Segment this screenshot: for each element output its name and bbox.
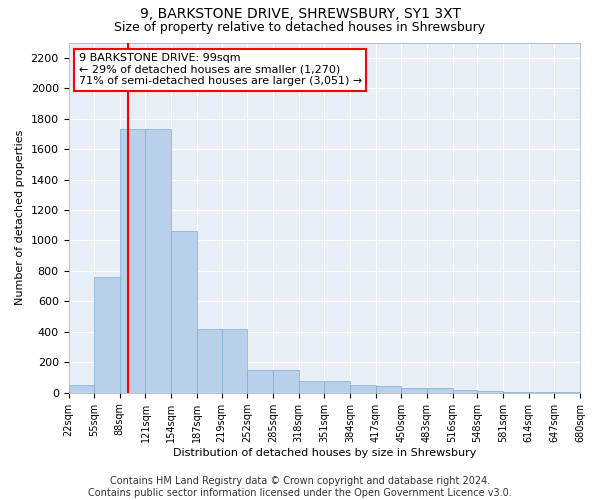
Bar [197,329,221,392]
Bar [94,277,120,392]
Bar [299,380,324,392]
Bar [221,329,247,392]
Bar [273,370,299,392]
Bar [376,386,401,392]
Bar [171,232,197,392]
Text: Contains HM Land Registry data © Crown copyright and database right 2024.
Contai: Contains HM Land Registry data © Crown c… [88,476,512,498]
Bar [350,385,376,392]
Text: 9 BARKSTONE DRIVE: 99sqm
← 29% of detached houses are smaller (1,270)
71% of sem: 9 BARKSTONE DRIVE: 99sqm ← 29% of detach… [79,53,362,86]
Bar [452,390,478,392]
Text: Size of property relative to detached houses in Shrewsbury: Size of property relative to detached ho… [115,21,485,34]
Bar [68,385,94,392]
Bar [401,388,427,392]
Bar [120,130,145,392]
Bar [427,388,452,392]
X-axis label: Distribution of detached houses by size in Shrewsbury: Distribution of detached houses by size … [173,448,476,458]
Y-axis label: Number of detached properties: Number of detached properties [15,130,25,306]
Bar [324,380,350,392]
Bar [478,391,503,392]
Text: 9, BARKSTONE DRIVE, SHREWSBURY, SY1 3XT: 9, BARKSTONE DRIVE, SHREWSBURY, SY1 3XT [140,8,460,22]
Bar [145,130,171,392]
Bar [247,370,273,392]
